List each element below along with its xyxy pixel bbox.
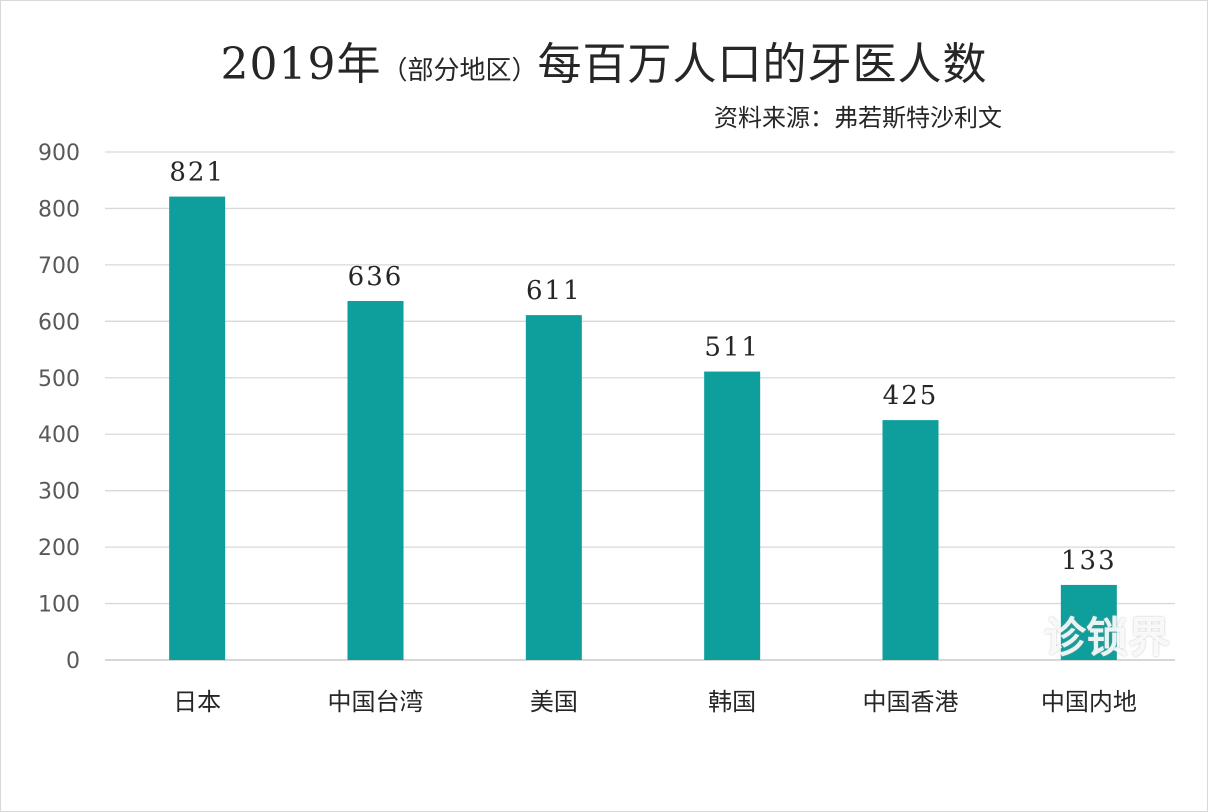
bar <box>347 301 404 660</box>
y-tick-label: 500 <box>38 367 80 392</box>
bar <box>882 420 939 660</box>
y-tick-label: 200 <box>38 536 80 561</box>
data-label: 611 <box>526 276 582 306</box>
y-tick-label: 700 <box>38 254 80 279</box>
category-label: 韩国 <box>708 688 756 716</box>
data-label: 425 <box>883 381 939 411</box>
title-rest: 每百万人口的牙医人数 <box>537 39 988 90</box>
title-paren: （部分地区） <box>381 56 538 86</box>
y-tick-label: 400 <box>38 423 80 448</box>
y-tick-label: 100 <box>38 593 80 618</box>
category-label: 中国内地 <box>1041 688 1137 716</box>
category-label: 中国台湾 <box>328 688 424 716</box>
y-tick-label: 900 <box>38 141 80 166</box>
y-axis-ticks: 0 100 200 300 400 500 600 700 800 900 <box>38 141 80 674</box>
data-label: 636 <box>348 262 404 292</box>
data-label: 511 <box>704 333 760 363</box>
bar <box>704 371 761 660</box>
gridlines <box>105 151 1175 661</box>
bar <box>525 315 582 660</box>
y-tick-label: 300 <box>38 480 80 505</box>
data-label: 821 <box>169 158 225 188</box>
chart-subtitle: 资料来源：弗若斯特沙利文 <box>714 104 1002 132</box>
y-tick-label: 0 <box>66 649 80 674</box>
y-tick-label: 800 <box>38 197 80 222</box>
y-tick-label: 600 <box>38 310 80 335</box>
data-label: 133 <box>1061 546 1117 576</box>
category-label: 中国香港 <box>863 688 959 716</box>
bar <box>169 196 226 660</box>
watermark-logo: 诊锁界 <box>1044 613 1171 662</box>
title-year: 2019年 <box>220 39 382 90</box>
bars <box>169 196 1117 660</box>
bar <box>1060 584 1117 660</box>
category-label: 日本 <box>173 688 221 716</box>
category-label: 美国 <box>530 688 578 716</box>
category-labels: 日本 中国台湾 美国 韩国 中国香港 中国内地 <box>173 688 1137 716</box>
chart-title: 2019年（部分地区）每百万人口的牙医人数 <box>0 28 1208 92</box>
data-labels: 821 636 611 511 425 133 <box>169 158 1117 576</box>
